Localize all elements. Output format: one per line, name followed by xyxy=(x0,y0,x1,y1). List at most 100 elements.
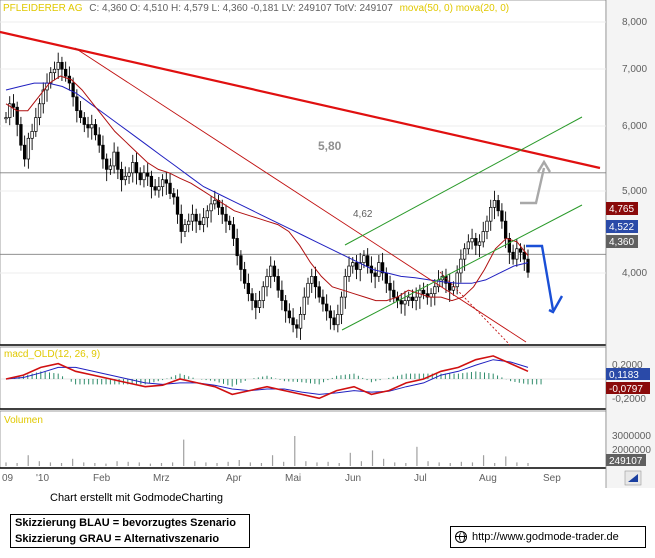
candle-body xyxy=(302,296,306,315)
candle-body xyxy=(317,286,321,298)
candles xyxy=(4,52,530,340)
candle-body xyxy=(224,213,228,222)
macd-signal-line xyxy=(5,359,529,395)
legend-grey: Skizzierung GRAU = Alternativszenario xyxy=(15,533,220,545)
candle-body xyxy=(269,265,273,277)
candle-body xyxy=(19,124,23,146)
price-tag-red xyxy=(606,202,638,215)
candle-body xyxy=(37,103,42,118)
time-axis: 09 '10 Feb Mrz Apr Mai Jun Jul Aug Sep xyxy=(2,473,561,484)
candle-body xyxy=(448,282,452,291)
dotted-line xyxy=(439,271,511,346)
price-tag-blue xyxy=(606,220,638,233)
candle-body xyxy=(496,200,500,212)
website-url: http://www.godmode-trader.de xyxy=(472,531,619,543)
candle-body xyxy=(75,96,79,112)
macd-series xyxy=(0,355,606,400)
candle-body xyxy=(347,265,351,277)
time-label: Apr xyxy=(226,473,242,484)
candle-body xyxy=(291,317,295,326)
candle-body xyxy=(380,262,385,274)
price-tag-red-text: 4,765 xyxy=(609,204,634,215)
candle-body xyxy=(201,217,206,225)
candle-body xyxy=(153,186,157,191)
candle-body xyxy=(526,258,530,273)
candle-body xyxy=(503,220,508,239)
alt-scenario-arrowhead xyxy=(536,159,552,173)
macd-line xyxy=(5,355,529,400)
legend-blue: Skizzierung BLAU = bevorzugtes Szenario xyxy=(15,517,236,529)
candle-body xyxy=(511,251,515,260)
candle-body xyxy=(257,300,262,308)
candle-body xyxy=(82,117,86,125)
scenario-arrows xyxy=(520,159,564,314)
macd-tick: 0,2000 xyxy=(612,360,643,371)
macd-tick: -0,2000 xyxy=(612,394,646,405)
candle-body xyxy=(377,262,381,277)
candle-body xyxy=(433,286,437,295)
candle-body xyxy=(507,238,512,253)
candle-body xyxy=(105,158,109,170)
channel-lower xyxy=(341,204,583,331)
candle-body xyxy=(187,220,191,225)
time-label: Aug xyxy=(479,473,497,484)
candle-body xyxy=(384,272,388,284)
downtrend-line xyxy=(0,30,601,170)
grid-lines xyxy=(0,21,606,274)
candle-body xyxy=(407,296,411,301)
candle-body xyxy=(86,124,90,129)
website-link[interactable]: http://www.godmode-trader.de xyxy=(450,526,646,548)
candle-body xyxy=(64,68,68,77)
candle-body xyxy=(485,220,489,232)
macd-tag-red xyxy=(606,382,650,394)
time-label: Jul xyxy=(414,473,427,484)
candle-body xyxy=(351,262,355,267)
candle-body xyxy=(179,213,183,232)
candle-body xyxy=(26,137,31,160)
scenario-legend: Skizzierung BLAU = bevorzugtes Szenario … xyxy=(10,514,250,548)
moving-averages xyxy=(5,75,529,302)
candle-body xyxy=(455,272,459,288)
candle-body xyxy=(34,117,38,132)
candle-body xyxy=(403,300,407,305)
candle-body xyxy=(231,224,236,239)
candle-body xyxy=(172,193,176,198)
candle-body xyxy=(310,276,314,284)
chart-title: PFLEIDERER AG C: 4,360 O: 4,510 H: 4,579… xyxy=(3,3,509,14)
price-tick: 5,000 xyxy=(622,186,647,197)
macd-tag-red-text: -0,0797 xyxy=(609,384,643,395)
candle-body xyxy=(276,276,280,291)
candle-body xyxy=(280,289,284,301)
candle-body xyxy=(4,117,8,120)
candle-body xyxy=(60,61,64,70)
price-tick: 8,000 xyxy=(622,17,647,28)
candle-body xyxy=(127,172,131,177)
candle-body xyxy=(321,296,325,305)
candle-body xyxy=(15,106,19,125)
ticker-name: PFLEIDERER AG xyxy=(3,3,83,14)
candle-body xyxy=(41,89,45,105)
candle-body xyxy=(500,210,504,222)
candle-body xyxy=(451,286,456,291)
alt-scenario-arrow xyxy=(520,167,546,205)
candle-body xyxy=(295,324,299,329)
candle-body xyxy=(138,172,142,181)
candle-body xyxy=(194,213,198,222)
time-label: Feb xyxy=(93,473,111,484)
candle-body xyxy=(470,238,474,243)
candle-body xyxy=(328,310,333,319)
macd-tag-blue-text: 0,1183 xyxy=(609,370,639,381)
candle-body xyxy=(149,175,154,187)
price-tick: 4,000 xyxy=(622,268,647,279)
candle-body xyxy=(78,110,83,118)
macd-panel xyxy=(0,346,607,410)
candle-body xyxy=(239,255,243,270)
candle-body xyxy=(522,251,526,260)
candle-body xyxy=(164,179,168,184)
candle-body xyxy=(414,296,418,301)
candle-body xyxy=(265,276,269,288)
chart-credit: Chart erstellt mit GodmodeCharting xyxy=(50,492,224,504)
candle-body xyxy=(71,82,75,98)
candle-body xyxy=(108,165,113,170)
